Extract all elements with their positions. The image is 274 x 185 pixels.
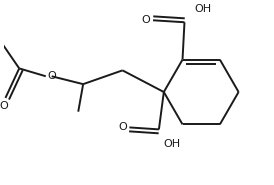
Text: OH: OH [194,4,212,14]
Text: OH: OH [164,139,181,149]
Text: O: O [47,71,56,81]
Text: O: O [142,15,150,25]
Text: O: O [118,122,127,132]
Text: O: O [0,101,8,111]
